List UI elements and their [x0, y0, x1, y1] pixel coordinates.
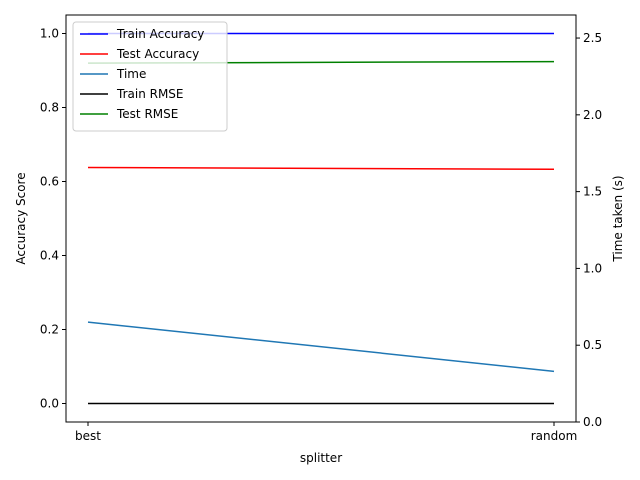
legend-entry-label: Time — [116, 67, 146, 81]
legend-entry-label: Test Accuracy — [116, 47, 199, 61]
x-axis: best random — [75, 422, 577, 443]
left-y-axis: 0.0 0.2 0.4 0.6 0.8 1.0 — [40, 27, 66, 411]
right-tick-label: 0.5 — [583, 338, 602, 352]
right-tick-label: 2.0 — [583, 108, 602, 122]
left-tick-label: 1.0 — [40, 27, 59, 41]
x-axis-label: splitter — [300, 451, 342, 465]
left-tick-label: 0.0 — [40, 397, 59, 411]
series-line-test-accuracy — [87, 166, 555, 171]
right-tick-label: 2.5 — [583, 31, 602, 45]
left-tick-label: 0.6 — [40, 175, 59, 189]
legend-entry-label: Train RMSE — [116, 87, 184, 101]
series-line-time — [87, 321, 555, 373]
right-tick-label: 1.5 — [583, 185, 602, 199]
right-y-axis: 0.0 0.5 1.0 1.5 2.0 2.5 — [576, 31, 602, 429]
legend: Train Accuracy Test Accuracy Time Train RMS… — [72, 21, 228, 132]
legend-entry-label: Train Accuracy — [116, 27, 204, 41]
legend-entry-label: Test RMSE — [116, 107, 178, 121]
right-y-axis-label: Time taken (s) — [611, 175, 625, 262]
left-tick-label: 0.2 — [40, 323, 59, 337]
plot-area-frame — [65, 14, 577, 423]
left-tick-label: 0.8 — [40, 101, 59, 115]
right-tick-label: 0.0 — [583, 415, 602, 429]
left-y-axis-label: Accuracy Score — [14, 172, 28, 264]
right-tick-label: 1.0 — [583, 261, 602, 275]
left-tick-label: 0.4 — [40, 249, 59, 263]
x-tick-label: best — [75, 429, 101, 443]
x-tick-label: random — [531, 429, 578, 443]
legend-box — [72, 21, 228, 132]
